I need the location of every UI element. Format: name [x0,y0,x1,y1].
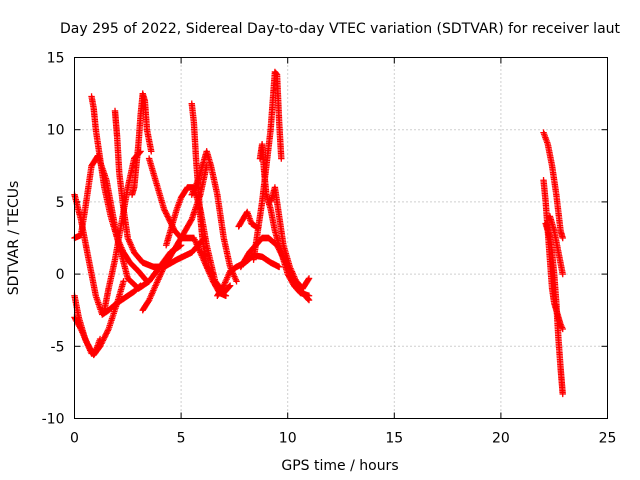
x-tick-label: 10 [279,431,297,447]
series-arc-8 [128,90,155,198]
data-point [278,155,285,162]
data-point [305,276,312,283]
y-tick-label: -10 [42,412,65,428]
plot-frame [74,57,608,419]
data-point [120,278,127,285]
data-point [226,283,233,290]
data-point [161,207,168,214]
series-arc-5 [88,93,151,285]
data-point [160,205,168,213]
data-point [164,213,171,220]
y-tick-label: 15 [47,51,65,67]
data-point [162,210,170,217]
y-tick-label: 0 [56,267,65,283]
series-arc-20 [540,129,566,242]
data-point [101,334,108,341]
data-point [76,324,84,331]
data-point [226,282,234,289]
x-tick-labels: 0 5 10 15 20 25 [70,431,616,447]
data-point [103,328,111,336]
data-point [100,335,107,343]
data-point [148,148,155,155]
chart-title: Day 295 of 2022, Sidereal Day-to-day VTE… [60,21,621,37]
data-point [233,278,240,285]
series-arc-12 [188,100,230,299]
data-point [222,292,230,299]
data-point [163,211,171,219]
series-arc-19 [267,184,313,292]
data-point [103,330,110,337]
data-point [143,277,150,284]
series-arc-3 [71,278,127,359]
y-tick-label: -5 [51,339,65,355]
data-point [96,343,104,350]
data-point [162,208,169,216]
data-point [104,327,112,334]
x-tick-label: 20 [492,431,510,447]
data-point [559,390,566,398]
data-point [559,234,566,242]
data-point [99,338,106,346]
x-tick-label: 15 [385,431,403,447]
data-point [99,337,107,344]
y-axis-title: SDTVAR / TECUs [6,181,22,296]
data-point [559,270,566,278]
data-point [143,278,151,285]
x-tick-label: 0 [70,431,79,447]
y-tick-label: 10 [47,123,65,139]
data-point [305,275,313,282]
data-points [71,68,566,398]
data-point [305,292,313,299]
data-point [98,340,105,347]
series-arc-23 [546,213,566,278]
data-point [165,214,172,221]
series-arc-18 [256,140,313,299]
data-point [275,263,283,271]
series-arc-22 [542,220,566,398]
data-point [187,217,195,224]
x-axis-title: GPS time / hours [281,458,398,474]
x-tick-label: 5 [177,431,186,447]
data-point [102,331,109,338]
x-tick-label: 25 [599,431,617,447]
y-tick-label: 5 [56,195,65,211]
data-point [101,332,109,340]
data-point [558,322,565,330]
y-tick-labels: -10 -5 0 5 10 15 [42,51,65,428]
data-point [97,341,104,349]
